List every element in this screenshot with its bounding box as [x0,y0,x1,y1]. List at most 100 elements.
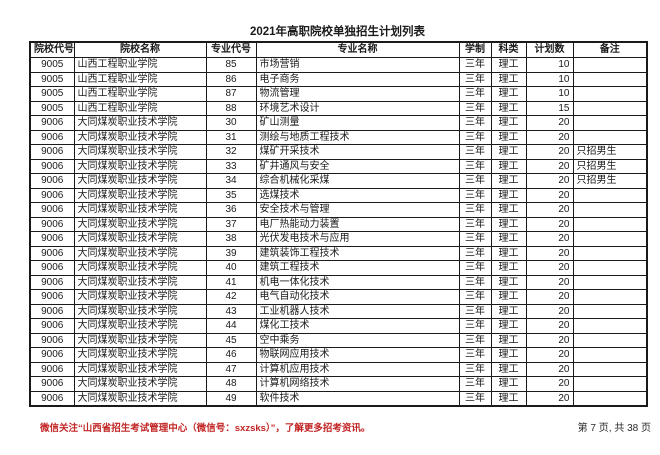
cell-college-name: 大同煤炭职业技术学院 [73,289,207,305]
cell-college-code: 9006 [29,303,75,319]
cell-duration: 三年 [458,332,492,348]
cell-major-code: 39 [205,245,257,261]
cell-major-code: 43 [205,303,257,319]
table-row: 9006 大同煤炭职业技术学院 35 选煤技术 三年 理工 20 [29,187,648,203]
cell-major-code: 44 [205,318,257,334]
cell-category: 理工 [490,376,527,392]
cell-remarks [572,202,648,218]
cell-college-name: 大同煤炭职业技术学院 [73,318,207,334]
cell-duration: 三年 [458,361,492,377]
cell-remarks [572,100,648,116]
cell-college-code: 9006 [29,376,75,392]
cell-college-code: 9006 [29,390,75,407]
cell-plan-count: 10 [525,86,574,102]
cell-plan-count: 20 [525,347,574,363]
cell-college-code: 9006 [29,274,75,290]
cell-college-name: 大同煤炭职业技术学院 [73,260,207,276]
cell-duration: 三年 [458,173,492,189]
table-row: 9006 大同煤炭职业技术学院 37 电厂热能动力装置 三年 理工 20 [29,216,648,232]
cell-remarks [572,129,648,145]
cell-duration: 三年 [458,245,492,261]
cell-major-name: 建筑装饰工程技术 [255,245,460,261]
cell-major-code: 45 [205,332,257,348]
table-row: 9006 大同煤炭职业技术学院 33 矿井通风与安全 三年 理工 20 只招男生 [29,158,648,174]
header-category: 科类 [490,41,527,58]
cell-remarks [572,115,648,131]
cell-major-code: 46 [205,347,257,363]
cell-college-code: 9005 [29,86,75,102]
cell-major-code: 33 [205,158,257,174]
cell-major-name: 机电一体化技术 [255,274,460,290]
table-body: 9005 山西工程职业学院 85 市场营销 三年 理工 10 9005 山西工程职业学院 86 电子… [29,57,648,407]
cell-major-name: 光伏发电技术与应用 [255,231,460,247]
cell-remarks: 只招男生 [572,158,648,174]
cell-duration: 三年 [458,260,492,276]
table-row: 9006 大同煤炭职业技术学院 44 煤化工技术 三年 理工 20 [29,318,648,334]
cell-remarks [572,187,648,203]
cell-college-code: 9006 [29,173,75,189]
cell-category: 理工 [490,260,527,276]
cell-plan-count: 10 [525,71,574,87]
table-row: 9005 山西工程职业学院 85 市场营销 三年 理工 10 [29,57,648,73]
table-row: 9006 大同煤炭职业技术学院 32 煤矿开采技术 三年 理工 20 只招男生 [29,144,648,160]
cell-major-code: 88 [205,100,257,116]
table-row: 9006 大同煤炭职业技术学院 38 光伏发电技术与应用 三年 理工 20 [29,231,648,247]
cell-duration: 三年 [458,216,492,232]
cell-college-code: 9005 [29,71,75,87]
cell-remarks [572,361,648,377]
table-row: 9006 大同煤炭职业技术学院 31 测绘与地质工程技术 三年 理工 20 [29,129,648,145]
cell-major-code: 31 [205,129,257,145]
table-row: 9006 大同煤炭职业技术学院 40 建筑工程技术 三年 理工 20 [29,260,648,276]
cell-duration: 三年 [458,71,492,87]
cell-remarks [572,303,648,319]
cell-category: 理工 [490,231,527,247]
cell-duration: 三年 [458,318,492,334]
table-row: 9005 山西工程职业学院 88 环境艺术设计 三年 理工 15 [29,100,648,116]
cell-category: 理工 [490,303,527,319]
cell-major-code: 36 [205,202,257,218]
cell-duration: 三年 [458,376,492,392]
header-college-name: 院校名称 [73,41,207,58]
table-row: 9005 山西工程职业学院 86 电子商务 三年 理工 10 [29,71,648,87]
cell-remarks [572,231,648,247]
cell-major-name: 计算机网络技术 [255,376,460,392]
cell-plan-count: 20 [525,303,574,319]
cell-major-code: 48 [205,376,257,392]
cell-category: 理工 [490,187,527,203]
table-row: 9006 大同煤炭职业技术学院 34 综合机械化采煤 三年 理工 20 只招男生 [29,173,648,189]
cell-remarks [572,376,648,392]
cell-major-name: 矿山测量 [255,115,460,131]
cell-college-name: 大同煤炭职业技术学院 [73,361,207,377]
page-indicator: 第 7 页, 共 38 页 [577,423,651,434]
cell-category: 理工 [490,347,527,363]
cell-major-code: 49 [205,390,257,407]
cell-major-name: 物联网应用技术 [255,347,460,363]
cell-college-name: 大同煤炭职业技术学院 [73,173,207,189]
header-row: 院校代号 院校名称 专业代号 专业名称 学制 科类 计划数 备注 [29,41,648,58]
cell-duration: 三年 [458,115,492,131]
cell-college-code: 9006 [29,289,75,305]
cell-college-code: 9006 [29,332,75,348]
table-header: 院校代号 院校名称 专业代号 专业名称 学制 科类 计划数 备注 [29,41,648,58]
cell-college-name: 大同煤炭职业技术学院 [73,245,207,261]
cell-duration: 三年 [458,158,492,174]
cell-major-code: 32 [205,144,257,160]
cell-college-name: 大同煤炭职业技术学院 [73,390,207,407]
cell-category: 理工 [490,129,527,145]
cell-category: 理工 [490,390,527,407]
cell-category: 理工 [490,144,527,160]
cell-plan-count: 10 [525,57,574,73]
cell-remarks: 只招男生 [572,144,648,160]
cell-remarks [572,260,648,276]
cell-plan-count: 20 [525,318,574,334]
cell-major-name: 选煤技术 [255,187,460,203]
cell-plan-count: 15 [525,100,574,116]
cell-category: 理工 [490,158,527,174]
cell-major-code: 35 [205,187,257,203]
cell-major-name: 矿井通风与安全 [255,158,460,174]
cell-major-name: 环境艺术设计 [255,100,460,116]
cell-major-name: 安全技术与管理 [255,202,460,218]
cell-major-name: 计算机应用技术 [255,361,460,377]
cell-duration: 三年 [458,144,492,160]
cell-college-name: 大同煤炭职业技术学院 [73,274,207,290]
